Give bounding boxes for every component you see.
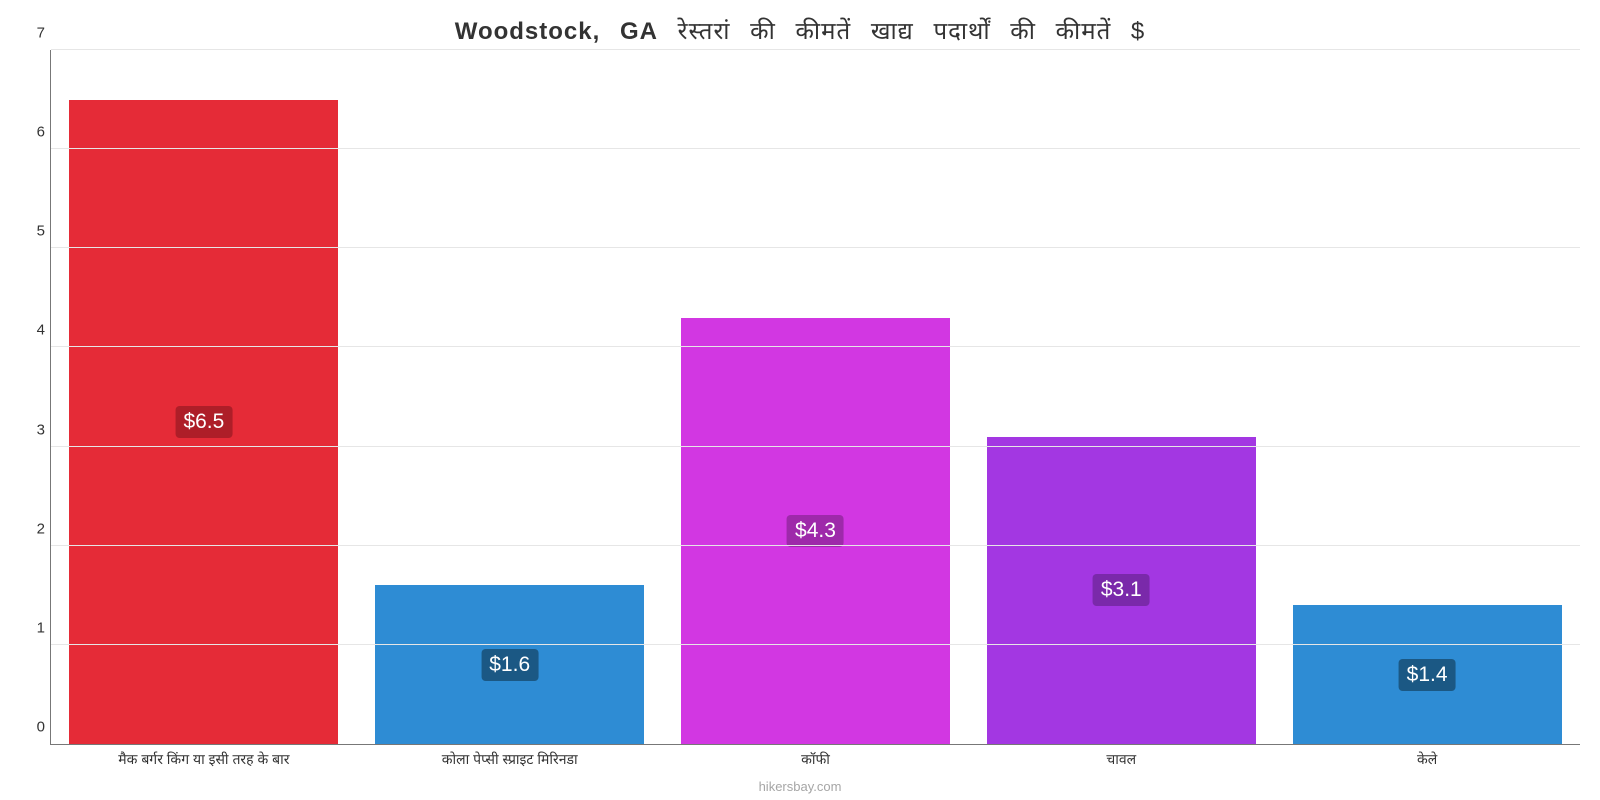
ytick-label: 3 bbox=[23, 421, 45, 438]
bar-slot: $3.1चावल bbox=[968, 50, 1274, 744]
x-axis-label: चावल bbox=[1106, 750, 1136, 769]
ytick-label: 1 bbox=[23, 619, 45, 636]
chart-title: Woodstock, GA रेस्तरां की कीमतें खाद्य प… bbox=[0, 14, 1600, 47]
data-label: $6.5 bbox=[175, 406, 232, 438]
gridline bbox=[51, 644, 1580, 645]
x-axis-label: मैक बर्गर किंग या इसी तरह के बार bbox=[118, 750, 289, 769]
gridline bbox=[51, 247, 1580, 248]
price-chart: Woodstock, GA रेस्तरां की कीमतें खाद्य प… bbox=[0, 0, 1600, 800]
x-axis-label: कोला पेप्सी स्प्राइट मिरिनडा bbox=[442, 750, 578, 769]
data-label: $4.3 bbox=[787, 515, 844, 547]
x-axis-label: कॉफी bbox=[801, 750, 830, 769]
data-label: $1.6 bbox=[481, 649, 538, 681]
data-label: $3.1 bbox=[1093, 574, 1150, 606]
gridline bbox=[51, 545, 1580, 546]
gridline bbox=[51, 49, 1580, 50]
ytick-label: 7 bbox=[23, 25, 45, 42]
attribution: hikersbay.com bbox=[0, 779, 1600, 794]
data-label: $1.4 bbox=[1399, 659, 1456, 691]
bar-slot: $1.6कोला पेप्सी स्प्राइट मिरिनडा bbox=[357, 50, 663, 744]
gridline bbox=[51, 346, 1580, 347]
ytick-label: 6 bbox=[23, 124, 45, 141]
ytick-label: 0 bbox=[23, 719, 45, 736]
gridline bbox=[51, 148, 1580, 149]
bar-slot: $4.3कॉफी bbox=[663, 50, 969, 744]
gridline bbox=[51, 446, 1580, 447]
ytick-label: 5 bbox=[23, 223, 45, 240]
ytick-label: 4 bbox=[23, 322, 45, 339]
bars-container: $6.5मैक बर्गर किंग या इसी तरह के बार$1.6… bbox=[51, 50, 1580, 744]
plot-area: $6.5मैक बर्गर किंग या इसी तरह के बार$1.6… bbox=[50, 50, 1580, 745]
chart-title-bold: Woodstock, GA bbox=[455, 18, 658, 45]
ytick-label: 2 bbox=[23, 520, 45, 537]
x-axis-label: केले bbox=[1417, 750, 1437, 769]
bar-slot: $1.4केले bbox=[1274, 50, 1580, 744]
chart-title-rest: रेस्तरां की कीमतें खाद्य पदार्थों की कीम… bbox=[678, 18, 1146, 45]
bar-slot: $6.5मैक बर्गर किंग या इसी तरह के बार bbox=[51, 50, 357, 744]
